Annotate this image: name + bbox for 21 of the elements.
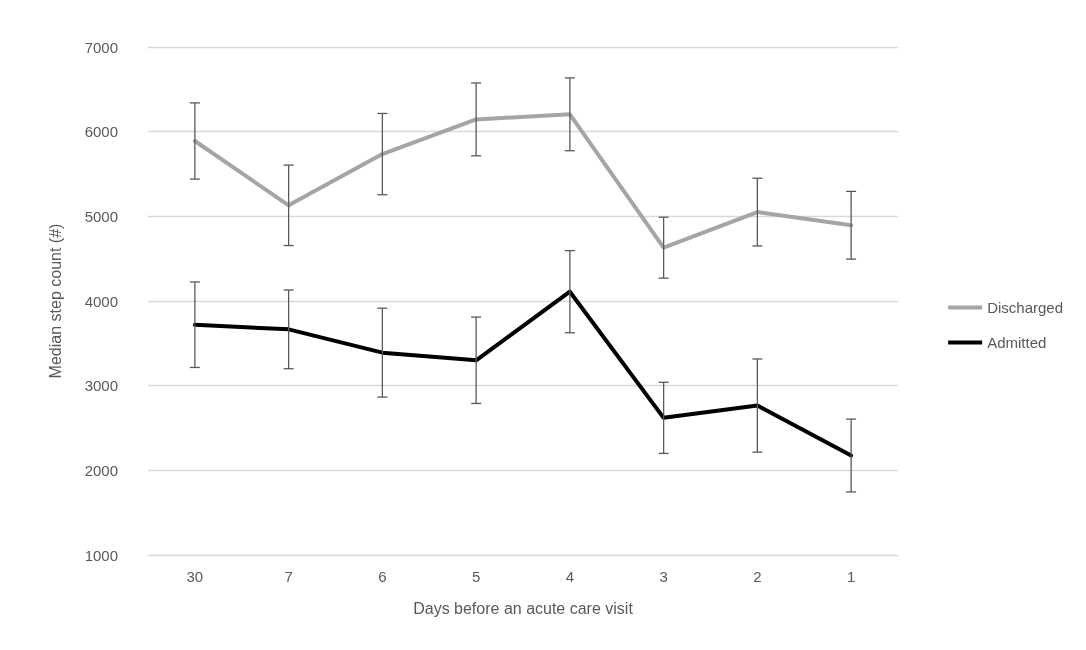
line-series <box>192 112 854 250</box>
x-axis-title: Days before an acute care visit <box>413 599 634 617</box>
x-tick-label: 2 <box>753 568 762 585</box>
y-axis-title: Median step count (#) <box>46 223 64 379</box>
y-tick-label: 4000 <box>84 292 118 310</box>
x-tick-label: 5 <box>471 568 481 585</box>
y-tick-label: 3000 <box>84 377 118 395</box>
x-tick-label: 30 <box>186 568 204 585</box>
x-tick-label: 6 <box>378 568 387 585</box>
y-tick-label: 1000 <box>84 546 118 564</box>
x-tick-label: 4 <box>565 568 575 585</box>
x-tick-label: 1 <box>846 568 856 585</box>
x-tick-label: 7 <box>284 568 293 585</box>
line-series <box>192 289 854 458</box>
legend-label: Admitted <box>987 334 1047 351</box>
legend-label: Discharged <box>987 299 1063 316</box>
x-tick-label: 3 <box>659 568 668 585</box>
y-tick-label: 2000 <box>84 461 118 479</box>
y-tick-label: 5000 <box>84 207 118 225</box>
y-tick-label: 7000 <box>84 38 118 56</box>
y-tick-label: 6000 <box>84 123 118 141</box>
